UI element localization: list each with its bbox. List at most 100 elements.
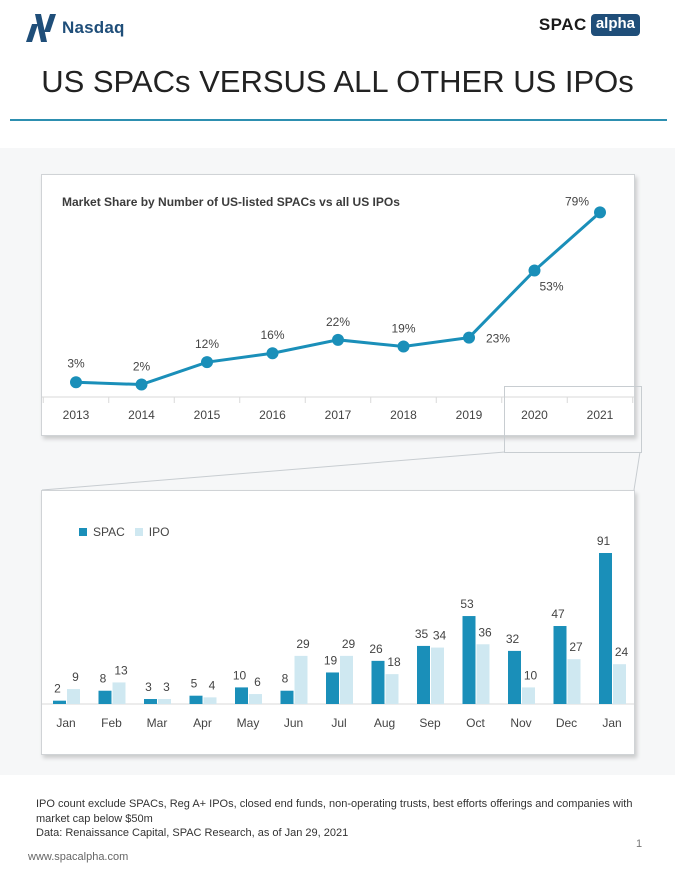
line-chart: 3% 2013 2% 2014 12% 2015 16% 2016 22% 2017 19% 2018… xyxy=(42,194,634,422)
bar-ipo-5 xyxy=(294,655,308,704)
bar-ipo-9 xyxy=(476,644,490,704)
data-label-ipo-5: 29 xyxy=(296,637,310,651)
bar-spac-4 xyxy=(235,687,248,704)
legend-swatch-ipo xyxy=(134,528,143,536)
footnote-data-source: Data: Renaissance Capital, SPAC Research… xyxy=(36,827,349,839)
footnote: IPO count exclude SPACs, Reg A+ IPOs, cl… xyxy=(36,797,646,841)
x-tick-label-2014: 2014 xyxy=(128,408,155,422)
spacalpha-logo-alpha: alpha xyxy=(590,14,640,36)
bar-spac-5 xyxy=(280,690,294,704)
data-label-spac-1: 8 xyxy=(100,672,107,686)
page-title: US SPACs VERSUS ALL OTHER US IPOs xyxy=(41,64,634,99)
website-link[interactable]: www.spacalpha.com xyxy=(28,851,129,863)
bar-chart-card: SPAC IPO 2 9 Jan 8 13 Feb 3 3 Mar 5 4 Apr 10 6 May 8 29 J… xyxy=(41,490,635,755)
bar-spac-2 xyxy=(144,699,157,704)
data-point-2015 xyxy=(201,356,213,369)
data-label-ipo-8: 34 xyxy=(433,629,447,643)
data-label-spac-11: 47 xyxy=(551,607,565,621)
data-point-2018 xyxy=(397,340,410,353)
bar-spac-6 xyxy=(326,672,339,704)
x-tick-label-2021: 2021 xyxy=(587,408,614,422)
data-label-spac-5: 8 xyxy=(282,672,289,686)
data-label-2015: 12% xyxy=(195,337,219,351)
bar-spac-12 xyxy=(599,553,612,704)
zoom-highlight-box xyxy=(504,386,642,453)
data-label-ipo-9: 36 xyxy=(478,625,492,639)
x-tick-label-9: Oct xyxy=(466,716,485,730)
data-point-2014 xyxy=(135,378,148,391)
data-label-spac-10: 32 xyxy=(506,632,520,646)
x-tick-label-10: Nov xyxy=(510,716,531,730)
x-tick-label-3: Apr xyxy=(193,716,212,730)
x-tick-label-8: Sep xyxy=(419,716,441,730)
bar-spac-3 xyxy=(189,695,203,704)
data-label-spac-4: 10 xyxy=(233,668,247,682)
data-label-ipo-3: 4 xyxy=(209,678,216,692)
spacalpha-logo: SPAC alpha xyxy=(539,14,640,36)
page-number: 1 xyxy=(636,838,643,850)
bar-chart-legend: SPAC IPO xyxy=(79,525,169,539)
x-tick-label-12: Jan xyxy=(602,716,621,730)
data-label-spac-8: 35 xyxy=(415,627,429,641)
data-label-2019: 23% xyxy=(486,332,510,346)
bar-spac-7 xyxy=(371,660,385,704)
data-label-ipo-12: 24 xyxy=(615,645,629,659)
bar-ipo-10 xyxy=(522,687,535,704)
x-tick-label-7: Aug xyxy=(374,716,395,730)
data-label-spac-6: 19 xyxy=(324,653,338,667)
data-label-2018: 19% xyxy=(391,322,415,336)
data-label-spac-7: 26 xyxy=(369,642,383,656)
data-label-spac-9: 53 xyxy=(460,597,474,611)
bar-ipo-6 xyxy=(340,655,353,704)
series-line-market-share xyxy=(75,211,601,387)
line-chart-title: Market Share by Number of US-listed SPAC… xyxy=(62,195,400,209)
bar-spac-1 xyxy=(98,690,112,704)
data-label-ipo-4: 6 xyxy=(254,675,261,689)
bar-ipo-1 xyxy=(112,682,126,704)
bar-ipo-8 xyxy=(431,647,444,704)
data-label-spac-2: 3 xyxy=(145,680,152,694)
data-label-ipo-10: 10 xyxy=(524,668,538,682)
data-label-2020: 53% xyxy=(540,280,564,294)
x-tick-label-2020: 2020 xyxy=(521,408,548,422)
title-divider xyxy=(10,119,667,121)
x-tick-label-6: Jul xyxy=(331,716,346,730)
bar-spac-10 xyxy=(508,650,521,704)
x-tick-label-2016: 2016 xyxy=(259,408,286,422)
data-label-2021: 79% xyxy=(565,194,589,208)
x-tick-label-2018: 2018 xyxy=(390,408,417,422)
x-tick-label-2: Mar xyxy=(147,716,168,730)
x-tick-label-2013: 2013 xyxy=(63,408,90,422)
data-label-ipo-6: 29 xyxy=(342,637,356,651)
bar-chart: 29 Jan 8 13 Feb 3 3 Mar 5 4 Apr 10 6 May 8 29 Jun 19 29 Jul… xyxy=(42,534,634,730)
bar-ipo-7 xyxy=(385,674,399,704)
bar-ipo-2 xyxy=(158,699,171,704)
spacalpha-logo-spac: SPAC xyxy=(538,15,587,34)
data-label-2017: 22% xyxy=(326,315,350,329)
bar-spac-9 xyxy=(462,616,476,704)
x-tick-label-5: Jun xyxy=(284,716,303,730)
legend-swatch-spac xyxy=(79,528,87,536)
data-label-2014: 2% xyxy=(133,360,151,374)
nasdaq-logo: Nasdaq xyxy=(26,14,125,42)
bar-ipo-4 xyxy=(249,694,262,704)
bar-ipo-0 xyxy=(67,689,80,704)
data-point-2020 xyxy=(528,264,541,277)
x-tick-label-2015: 2015 xyxy=(194,408,221,422)
data-point-2019 xyxy=(463,331,475,344)
nasdaq-logo-text: Nasdaq xyxy=(62,18,125,37)
data-label-ipo-7: 18 xyxy=(387,655,401,669)
legend-label-ipo: IPO xyxy=(148,525,170,539)
data-label-spac-3: 5 xyxy=(191,677,198,691)
bar-spac-0 xyxy=(53,700,66,704)
data-label-ipo-0: 9 xyxy=(72,670,79,684)
bar-ipo-11 xyxy=(567,659,581,704)
data-point-2021 xyxy=(594,206,606,219)
line-chart-card: Market Share by Number of US-listed SPAC… xyxy=(41,174,635,436)
legend-label-spac: SPAC xyxy=(93,525,125,539)
x-tick-label-0: Jan xyxy=(56,716,75,730)
data-label-ipo-2: 3 xyxy=(163,680,170,694)
data-label-2013: 3% xyxy=(67,356,85,370)
data-point-2013 xyxy=(70,376,82,389)
footnote-exclusions: IPO count exclude SPACs, Reg A+ IPOs, cl… xyxy=(36,798,633,825)
